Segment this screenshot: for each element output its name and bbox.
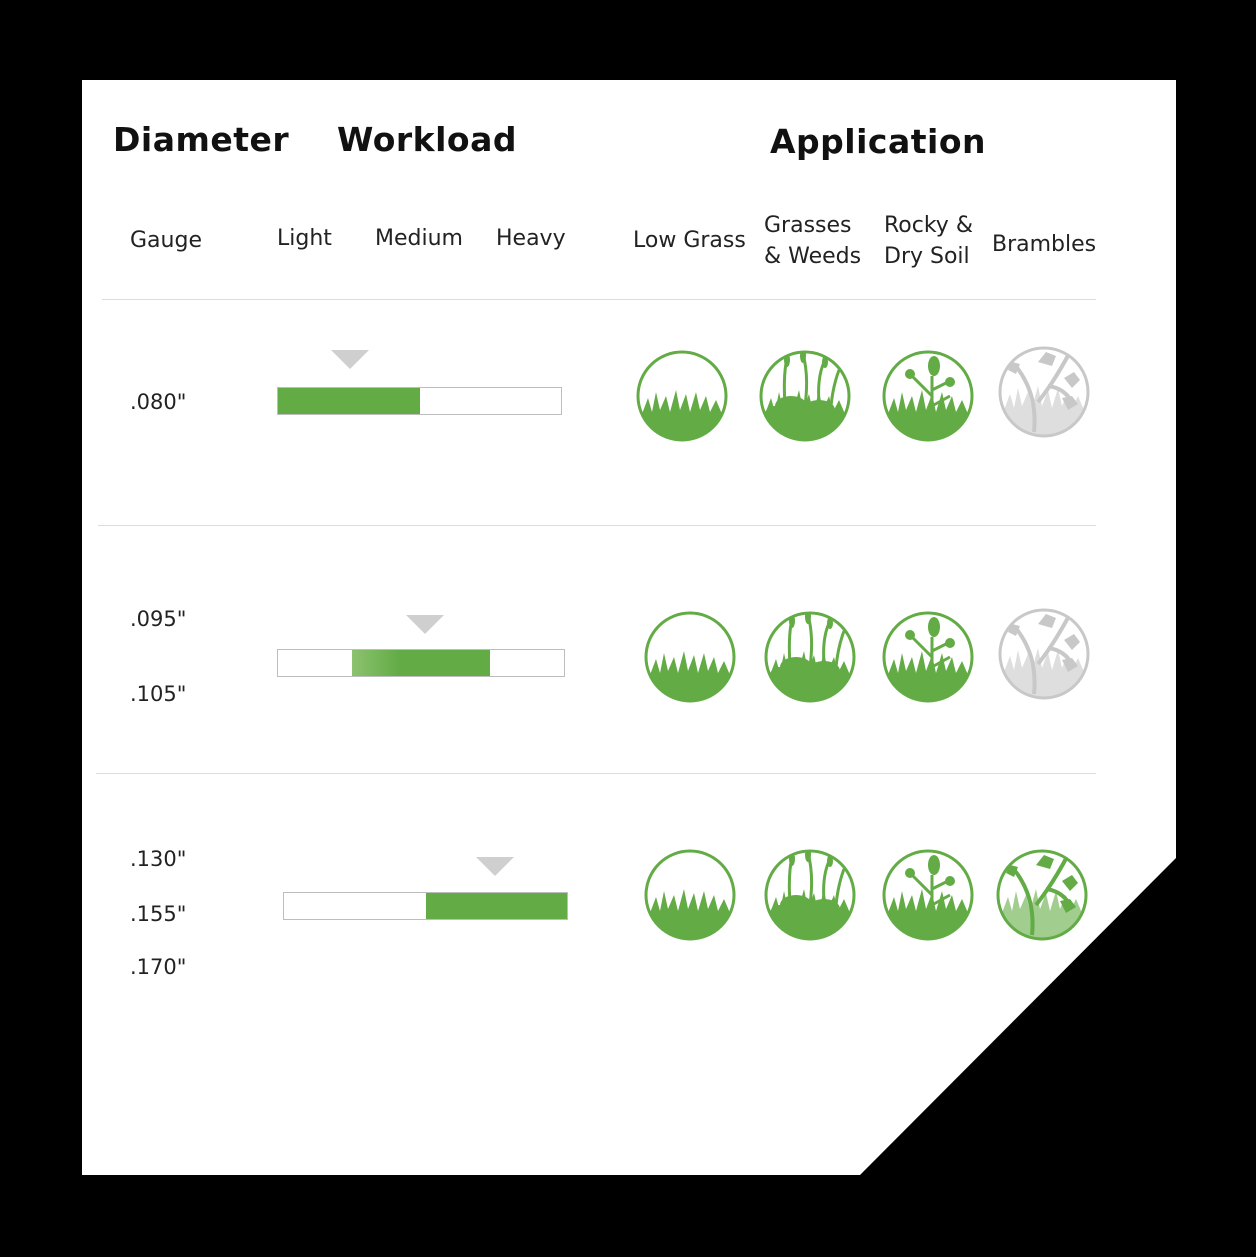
header-application: Application — [770, 122, 986, 161]
chart-panel — [82, 80, 1176, 1175]
brambles-icon — [998, 346, 1090, 438]
workload-bar — [277, 649, 565, 677]
brambles-icon — [996, 849, 1088, 941]
subheader-heavy: Heavy — [496, 226, 566, 251]
subheader-low-grass: Low Grass — [633, 228, 746, 253]
subheader-medium: Medium — [375, 226, 463, 251]
rocky-dry-soil-icon — [882, 611, 974, 703]
workload-fill — [352, 650, 490, 676]
rocky-dry-soil-icon — [882, 350, 974, 442]
gauge-value: .080" — [130, 390, 187, 414]
gauge-value: .095" — [130, 607, 187, 631]
subheader-gauge: Gauge — [130, 228, 202, 253]
workload-marker-arrow — [331, 350, 369, 369]
workload-bar — [277, 387, 562, 415]
subheader-light: Light — [277, 226, 332, 251]
header-diameter: Diameter — [113, 120, 290, 159]
workload-marker-arrow — [476, 857, 514, 876]
workload-fill — [278, 388, 420, 414]
subheader-brambles: Brambles — [992, 232, 1097, 257]
low-grass-icon — [644, 849, 736, 941]
gauge-value: .155" — [130, 902, 187, 926]
workload-marker-arrow — [406, 615, 444, 634]
low-grass-icon — [636, 350, 728, 442]
workload-fill — [425, 893, 567, 919]
divider — [98, 525, 1096, 526]
gauge-value: .105" — [130, 682, 187, 706]
grasses-weeds-icon — [759, 350, 851, 442]
header-workload: Workload — [337, 120, 517, 159]
rocky-dry-soil-icon — [882, 849, 974, 941]
subheader-rocky-dry-soil: Rocky & Dry Soil — [884, 213, 973, 269]
subheader-grasses-weeds: Grasses & Weeds — [764, 213, 862, 269]
workload-bar — [283, 892, 568, 920]
divider — [96, 773, 1096, 774]
divider — [102, 299, 1096, 300]
brambles-icon — [998, 608, 1090, 700]
grasses-weeds-icon — [764, 849, 856, 941]
gauge-value: .170" — [130, 955, 187, 979]
grasses-weeds-icon — [764, 611, 856, 703]
gauge-value: .130" — [130, 847, 187, 871]
low-grass-icon — [644, 611, 736, 703]
